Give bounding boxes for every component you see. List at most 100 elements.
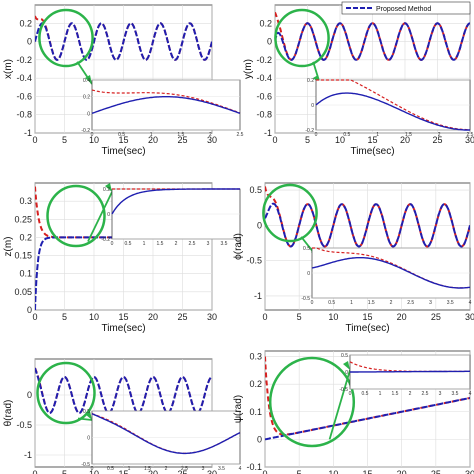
inset-x-tick: 1.5	[392, 391, 399, 397]
y-tick-label: 0	[27, 305, 32, 315]
inset-y-tick: 0	[87, 436, 90, 442]
y-tick-label: -1	[264, 128, 272, 138]
inset-y-tick: 0	[87, 111, 90, 117]
subplot-y: -1-0.8-0.6-0.4-0.200.20 5 10 15 20 25 30Time(s…	[243, 4, 474, 157]
legend-label: Proposed Method	[376, 6, 431, 13]
x-tick-label: 0	[262, 469, 267, 474]
inset-x-tick: 3.5	[452, 391, 459, 397]
y-tick-label: 0.25	[14, 214, 32, 224]
x-axis-label: Time(sec)	[101, 146, 145, 157]
inset-x-tick: 2	[438, 132, 441, 138]
series-proposed-line	[265, 202, 470, 248]
inset-x-tick: 2.5	[181, 466, 188, 472]
inset-y-tick: 0	[345, 370, 348, 376]
x-tick-label: 10	[89, 135, 99, 145]
y-tick-label: 0.2	[19, 18, 32, 28]
y-tick-label: 0.2	[259, 18, 272, 28]
inset-y-tick: -0.2	[305, 128, 314, 134]
x-tick-label: 10	[89, 312, 99, 322]
x-tick-label: 10	[328, 469, 338, 474]
x-tick-label: 10	[89, 469, 99, 474]
y-tick-label: 0.5	[249, 185, 262, 195]
series-proposed-line	[275, 22, 470, 61]
subplot-theta: -1-0.500 5 10 15 20 25 30θ(rad)-0.500.50 0.5 1 1.…	[3, 358, 242, 474]
x-axis-label: Time(sec)	[345, 323, 389, 334]
inset-x-tick: 1.5	[368, 300, 375, 306]
y-tick-label: 0.1	[19, 269, 32, 279]
zoom-ellipse	[38, 8, 94, 68]
x-tick-label: 5	[62, 135, 67, 145]
inset-y-tick: 0.2	[307, 78, 314, 84]
inset-x-tick: 2	[165, 466, 168, 472]
inset-x-tick: 1.5	[144, 466, 151, 472]
inset-y-tick: 0.2	[83, 95, 90, 101]
x-tick-label: 10	[335, 135, 345, 145]
inset-y: -0.200.20 0.5 1 1.5 2 2.5	[305, 78, 473, 138]
inset-x-tick: 1	[379, 391, 382, 397]
y-axis-label: ϕ(rad)	[233, 233, 244, 260]
inset-x-tick: 3	[207, 241, 210, 247]
y-tick-label: -0.4	[16, 73, 32, 83]
inset-x-tick: 2	[175, 241, 178, 247]
zoom-ellipse	[268, 356, 356, 448]
inset-y-tick: 0.4	[83, 78, 90, 84]
zoom-ellipse	[274, 8, 330, 68]
inset-x-tick: 2.5	[422, 391, 429, 397]
x-tick-label: 30	[465, 469, 474, 474]
y-tick-label: 0	[27, 37, 32, 47]
inset-proposed-line	[315, 92, 470, 131]
inset-x-tick: 0	[349, 391, 352, 397]
y-tick-label: 0.2	[19, 232, 32, 242]
inset-x-tick: 2.5	[467, 132, 474, 138]
inset-x-tick: 2.5	[189, 241, 196, 247]
x-tick-label: 0	[262, 312, 267, 322]
x-tick-label: 30	[207, 135, 217, 145]
y-tick-label: 0.1	[249, 407, 262, 417]
inset-x-tick: 1	[150, 132, 153, 138]
x-tick-label: 15	[118, 135, 128, 145]
y-tick-label: -0.8	[16, 110, 32, 120]
inset-x-tick: 1	[350, 300, 353, 306]
x-tick-label: 0	[32, 135, 37, 145]
x-tick-label: 0	[272, 135, 277, 145]
inset-x-tick: 4	[469, 300, 472, 306]
x-tick-label: 15	[118, 469, 128, 474]
x-tick-label: 20	[148, 469, 158, 474]
zoom-arrow-line	[87, 191, 113, 242]
x-tick-label: 20	[148, 135, 158, 145]
inset-x-tick: 1	[128, 466, 131, 472]
y-tick-label: -1	[254, 291, 262, 301]
inset-y-tick: -0.5	[339, 387, 348, 393]
x-tick-label: 5	[297, 312, 302, 322]
inset-x-tick: 0	[91, 466, 94, 472]
inset-x-tick: 1.5	[157, 241, 164, 247]
y-tick-label: -0.5	[16, 420, 32, 430]
inset-psi: -0.500.50 0.5 1 1.5 2 2.5 3 3.5 4	[339, 353, 471, 397]
x-tick-label: 25	[177, 135, 187, 145]
zoom-arrowhead	[85, 411, 92, 420]
x-tick-label: 30	[207, 469, 217, 474]
inset-y-tick: 0	[307, 271, 310, 277]
y-tick-label: -0.6	[16, 91, 32, 101]
y-tick-label: 0	[257, 220, 262, 230]
inset-y-tick: 0.5	[303, 246, 310, 252]
inset-proposed-line	[91, 412, 241, 455]
x-tick-label: 0	[32, 469, 37, 474]
inset-x-tick: 1.5	[177, 132, 184, 138]
x-tick-label: 15	[118, 312, 128, 322]
inset-x-tick: 0.5	[107, 466, 114, 472]
inset-x-tick: 0	[315, 132, 318, 138]
y-tick-label: 0.15	[14, 251, 32, 261]
inset-x-tick: 2	[409, 391, 412, 397]
zoom-ellipse	[36, 361, 96, 425]
x-tick-label: 30	[465, 135, 474, 145]
inset-x-tick: 1	[143, 241, 146, 247]
inset-y-tick: 0.5	[83, 409, 90, 415]
x-tick-label: 25	[431, 312, 441, 322]
y-tick-label: -0.2	[16, 55, 32, 65]
inset-x-tick: 3.5	[221, 241, 228, 247]
y-tick-label: -0.2	[256, 55, 272, 65]
y-tick-label: 0.3	[249, 352, 262, 362]
inset-y-tick: 0	[311, 103, 314, 109]
